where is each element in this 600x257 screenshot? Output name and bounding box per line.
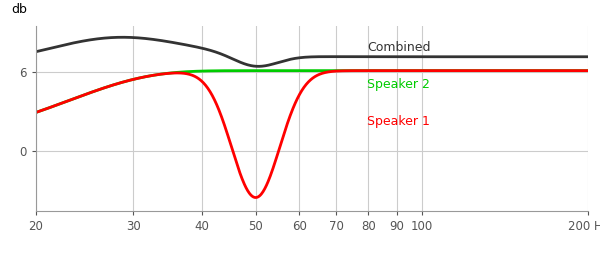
Text: Combined: Combined xyxy=(367,41,431,53)
Text: Speaker 2: Speaker 2 xyxy=(367,78,430,90)
Text: db: db xyxy=(11,3,27,16)
Text: Speaker 1: Speaker 1 xyxy=(367,115,430,127)
